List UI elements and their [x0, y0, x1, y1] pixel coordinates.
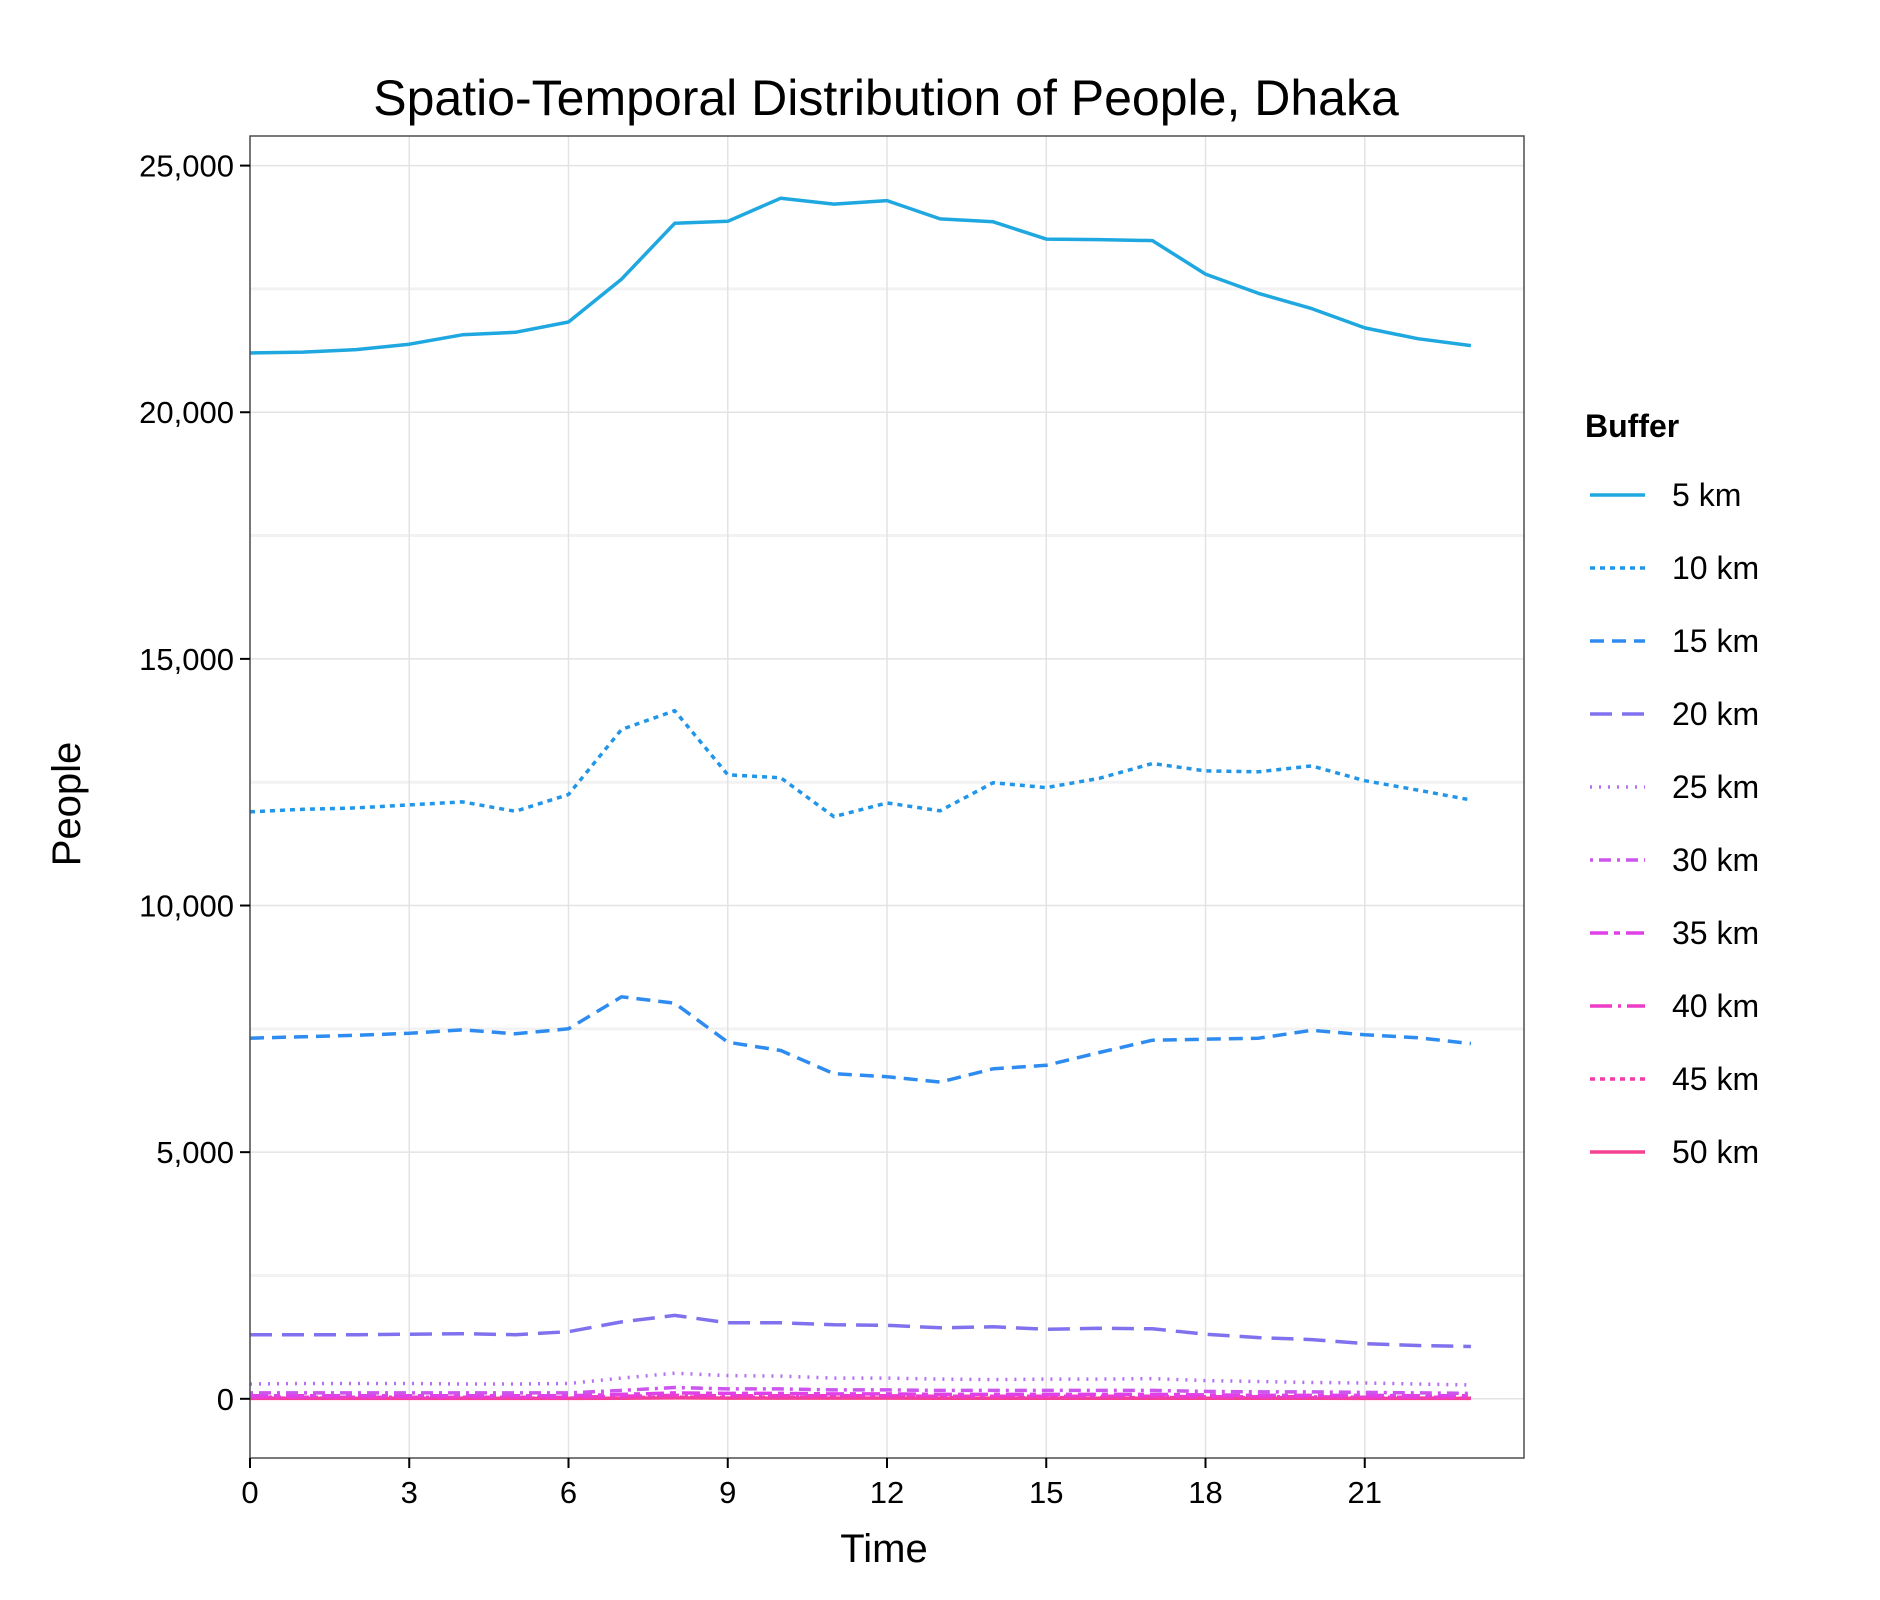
series-line-10-km [249, 708, 1472, 819]
legend-label: 35 km [1672, 915, 1759, 951]
x-tick-label: 18 [1188, 1475, 1222, 1510]
series-line-15-km [249, 995, 1472, 1084]
y-tick-label: 5,000 [156, 1135, 234, 1170]
x-axis: 0 3 6 9 12 15 18 21 [241, 1458, 1382, 1510]
plot-area [249, 135, 1525, 1459]
legend: Buffer 5 km 10 km 15 km 20 km 25 km 30 km 35 k… [1585, 408, 1759, 1170]
series-line-5-km [249, 196, 1472, 355]
y-tick-label: 25,000 [139, 149, 234, 184]
y-tick-label: 10,000 [139, 889, 234, 924]
chart-title: Spatio-Temporal Distribution of People, … [373, 70, 1399, 126]
series-line-25-km [249, 1371, 1471, 1387]
legend-label: 5 km [1672, 477, 1741, 513]
legend-label: 50 km [1672, 1134, 1759, 1170]
legend-label: 30 km [1672, 842, 1759, 878]
legend-label: 25 km [1672, 769, 1759, 805]
legend-label: 40 km [1672, 988, 1759, 1024]
x-tick-label: 12 [870, 1475, 904, 1510]
legend-label: 15 km [1672, 623, 1759, 659]
x-tick-label: 0 [241, 1475, 258, 1510]
x-tick-label: 21 [1348, 1475, 1382, 1510]
legend-label: 20 km [1672, 696, 1759, 732]
y-tick-label: 0 [217, 1382, 234, 1417]
x-tick-label: 3 [401, 1475, 418, 1510]
x-tick-label: 9 [719, 1475, 736, 1510]
x-axis-label: Time [840, 1527, 927, 1571]
y-tick-label: 20,000 [139, 395, 234, 430]
series-line-35-km [250, 1391, 1471, 1398]
legend-label: 45 km [1672, 1061, 1759, 1097]
legend-label: 10 km [1672, 550, 1759, 586]
legend-title: Buffer [1585, 408, 1679, 444]
y-axis-label: People [45, 742, 89, 867]
x-tick-label: 15 [1029, 1475, 1063, 1510]
y-tick-label: 15,000 [139, 642, 234, 677]
y-axis: 0 5,000 10,000 15,000 20,000 25,000 [139, 149, 250, 1417]
x-tick-label: 6 [560, 1475, 577, 1510]
series-line-20-km [250, 1313, 1471, 1349]
series-line-30-km [250, 1385, 1471, 1396]
